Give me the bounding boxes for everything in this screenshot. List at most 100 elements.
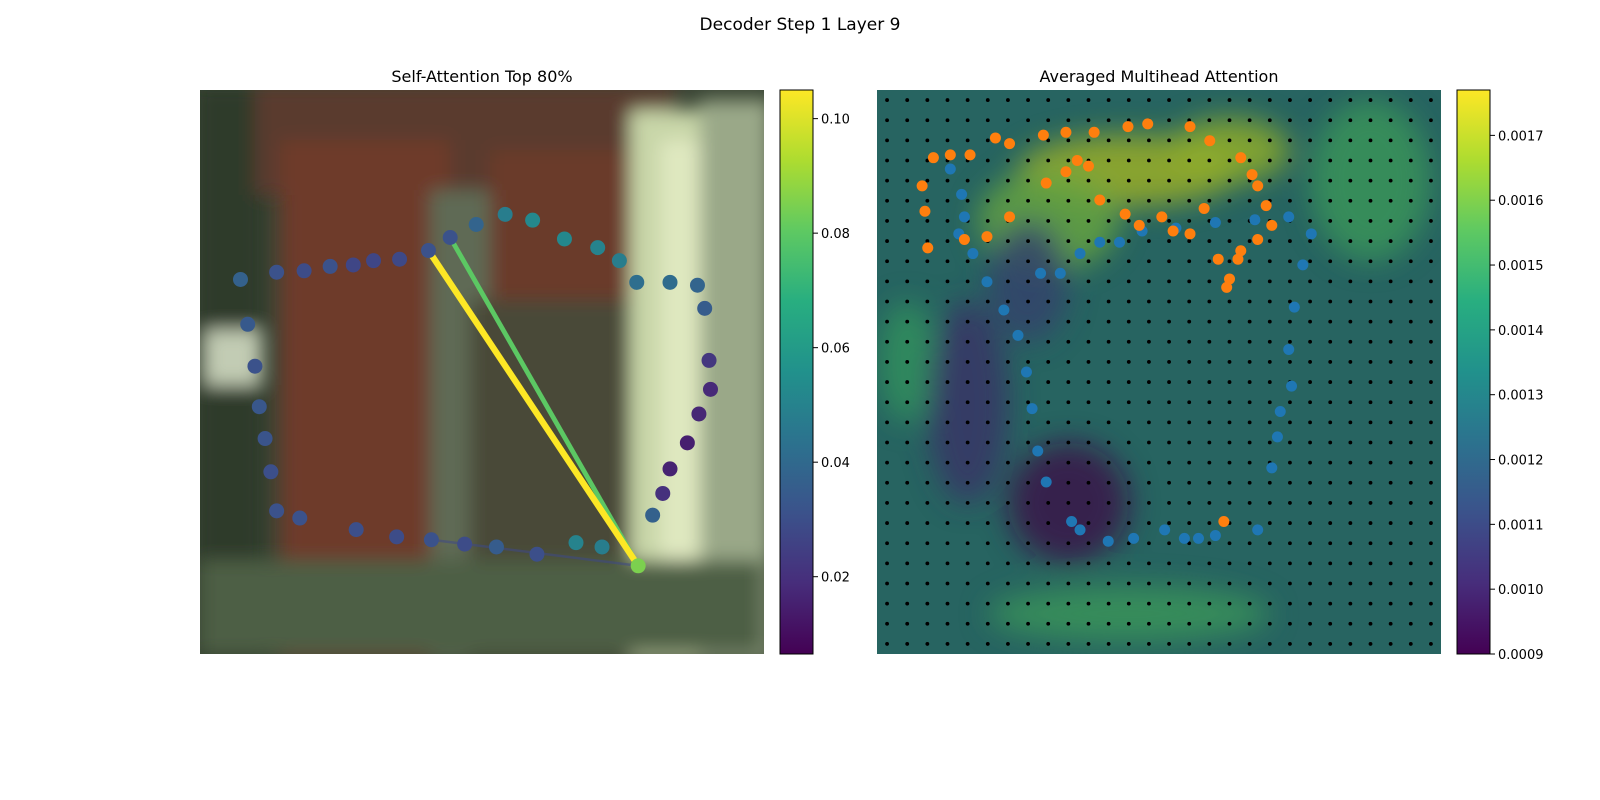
grid-dot [1348,561,1353,566]
grid-dot [1348,178,1353,183]
grid-dot [1288,360,1292,364]
grid-dot [1388,98,1393,102]
grid-dot [1227,501,1232,505]
grid-dot [1388,480,1393,485]
grid-dot [1328,178,1333,183]
grid-dot [1288,440,1292,445]
grid-dot [1408,360,1413,364]
grid-dot [985,521,990,525]
series-point [958,211,970,223]
grid-dot [1368,319,1373,324]
grid-dot [1207,118,1212,123]
grid-dot [1328,400,1333,405]
grid-dot [885,178,889,183]
grid-dot [1147,339,1151,344]
grid-dot [1247,98,1252,102]
grid-dot [1026,360,1030,364]
attention-point [232,271,248,287]
grid-dot [1227,219,1232,223]
grid-dot [1207,541,1212,546]
colorbar-tick-label: 0.0015 [1498,259,1544,274]
grid-dot [1408,178,1413,183]
grid-dot [885,621,889,626]
grid-dot [1247,642,1252,646]
grid-dot [1308,360,1312,364]
multihead-attention-title: Averaged Multihead Attention [1040,67,1279,86]
grid-dot [1247,601,1252,606]
grid-dot [885,98,889,102]
attention-point [247,358,263,374]
grid-dot [1086,299,1091,304]
grid-dot [905,259,910,264]
grid-dot [1388,239,1393,243]
grid-dot [1227,561,1232,566]
grid-dot [945,178,950,183]
grid-dot [965,561,970,566]
grid-dot [1207,642,1212,646]
grid-dot [1388,561,1393,566]
grid-dot [1328,219,1333,223]
grid-dot [1147,360,1151,364]
grid-dot [1348,319,1353,324]
grid-dot [1348,98,1353,102]
grid-dot [1126,581,1131,586]
grid-dot [1368,299,1373,304]
grid-dot [1207,279,1212,284]
grid-dot [1247,360,1252,364]
attention-point [590,240,606,256]
grid-dot [1328,440,1333,445]
series-point [1271,431,1283,443]
grid-dot [1227,541,1232,546]
grid-dot [985,158,990,163]
attention-point [366,253,382,269]
grid-dot [1187,178,1192,183]
grid-dot [1267,319,1272,324]
series-point [1198,202,1210,214]
grid-dot [1388,380,1393,384]
grid-dot [1026,400,1030,405]
grid-dot [1006,521,1010,525]
grid-dot [965,259,970,264]
grid-dot [1066,279,1071,284]
grid-dot [1429,400,1433,405]
attention-point [423,532,439,548]
grid-dot [1026,178,1030,183]
grid-dot [1429,118,1433,123]
grid-dot [1429,581,1433,586]
attention-point [697,300,713,316]
grid-dot [1167,581,1171,586]
attention-point [488,539,504,555]
series-point [1209,217,1221,229]
series-point [989,132,1001,144]
grid-dot [945,98,950,102]
grid-dot [1147,521,1151,525]
grid-dot [1066,460,1071,465]
grid-dot [1106,460,1111,465]
grid-dot [1288,400,1292,405]
grid-dot [1106,561,1111,566]
series-point [1159,524,1171,536]
grid-dot [1227,319,1232,324]
grid-dot [1026,541,1030,546]
grid-dot [1247,400,1252,405]
series-point [1224,273,1235,285]
grid-dot [925,581,930,586]
attention-point [389,529,405,545]
grid-dot [1147,98,1151,102]
grid-dot [945,319,950,324]
grid-dot [1408,299,1413,304]
grid-dot [1086,259,1091,264]
grid-dot [1167,460,1171,465]
grid-dot [945,380,950,384]
grid-dot [905,279,910,284]
grid-dot [925,339,930,344]
grid-dot [1126,279,1131,284]
grid-dot [1328,319,1333,324]
grid-dot [1348,581,1353,586]
grid-dot [1368,239,1373,243]
grid-dot [1167,118,1171,123]
grid-dot [1046,319,1051,324]
grid-dot [1046,581,1051,586]
series-point [1305,228,1317,240]
grid-dot [1247,440,1252,445]
